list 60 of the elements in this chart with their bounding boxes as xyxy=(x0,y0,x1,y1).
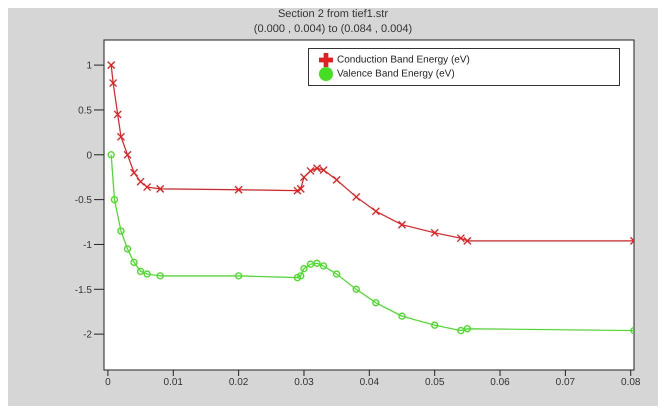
chart-title: Section 2 from tief1.str xyxy=(276,8,390,20)
point xyxy=(156,184,164,194)
point xyxy=(300,173,308,182)
point xyxy=(332,176,341,184)
point xyxy=(107,60,116,70)
point xyxy=(136,178,145,186)
x-tick-label: 0.05 xyxy=(424,377,445,388)
point xyxy=(130,168,138,177)
point xyxy=(430,228,439,237)
point xyxy=(130,258,138,266)
y-tick-label: 1 xyxy=(86,60,92,72)
x-tick-label: 0.08 xyxy=(621,377,641,388)
y-tick-label: 0 xyxy=(86,150,92,162)
y-tick-label: -0.5 xyxy=(74,195,92,206)
chart-subtitle: (0.000 , 0.004) to (0.084 , 0.004) xyxy=(252,23,414,35)
point xyxy=(124,245,132,253)
point xyxy=(116,132,126,141)
y-tick-label: -2 xyxy=(83,330,92,341)
point xyxy=(333,270,340,278)
point xyxy=(297,272,304,280)
point xyxy=(352,192,360,202)
point xyxy=(457,326,464,334)
point xyxy=(372,207,380,216)
x-tick-label: 0 xyxy=(105,377,112,388)
x-tick-label: 0.01 xyxy=(164,377,184,388)
point xyxy=(398,220,406,229)
y-tick-label: 0.5 xyxy=(78,105,92,116)
point xyxy=(109,78,118,88)
x-tick-label: 0.02 xyxy=(228,377,249,388)
point xyxy=(293,186,302,195)
point xyxy=(142,182,152,192)
y-tick-label: -1 xyxy=(83,240,92,252)
y-tick-label: -1.5 xyxy=(74,284,92,296)
point xyxy=(300,265,308,272)
point xyxy=(234,186,243,194)
point xyxy=(123,150,132,159)
x-tick-label: 0.07 xyxy=(556,377,576,388)
point xyxy=(294,274,302,282)
point xyxy=(108,151,115,158)
point xyxy=(320,262,328,270)
point xyxy=(156,272,164,280)
point xyxy=(313,260,321,267)
point xyxy=(464,325,472,332)
point xyxy=(372,299,380,306)
point xyxy=(296,184,305,194)
x-tick-label: 0.06 xyxy=(490,377,510,388)
point xyxy=(431,322,438,329)
x-tick-label: 0.03 xyxy=(294,377,314,388)
point xyxy=(234,272,242,280)
point xyxy=(110,196,118,204)
point xyxy=(114,110,122,119)
legend-label: Conduction Band Energy (eV) xyxy=(337,54,470,66)
point xyxy=(117,227,125,235)
point xyxy=(306,260,314,268)
legend-label: Valence Band Energy (eV) xyxy=(337,68,455,80)
point xyxy=(352,286,360,293)
point xyxy=(143,270,151,278)
point xyxy=(136,268,144,276)
point xyxy=(398,312,406,320)
x-tick-label: 0.04 xyxy=(360,377,380,388)
